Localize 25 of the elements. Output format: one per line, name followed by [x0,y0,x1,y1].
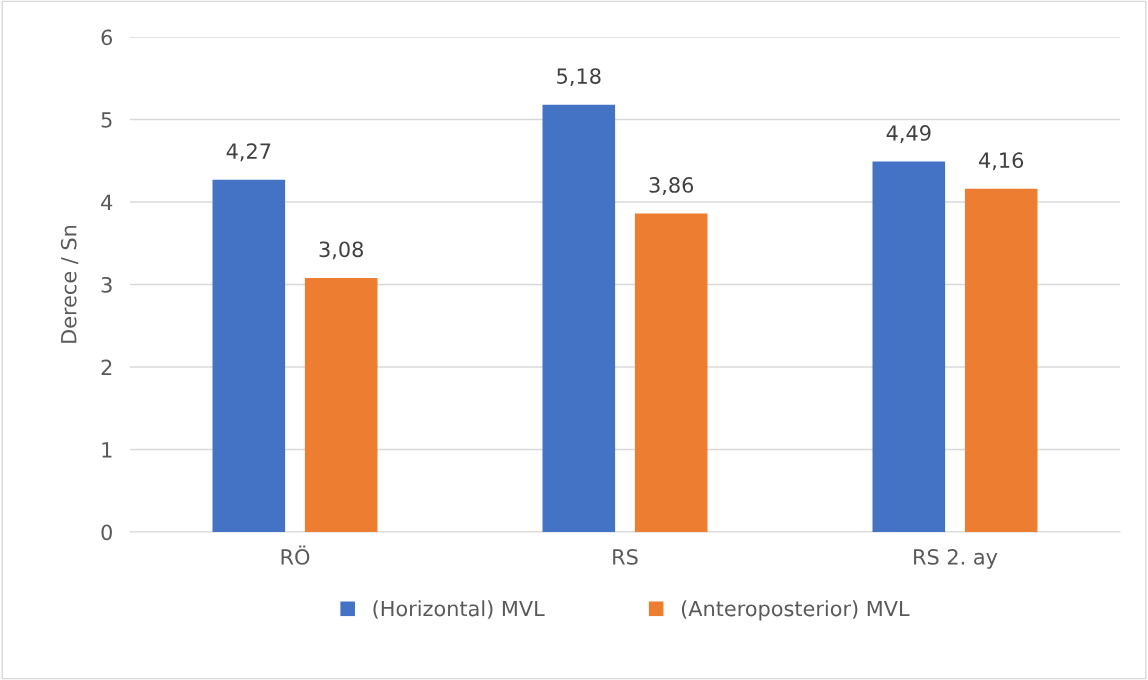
data-label: 4,16 [979,152,1024,171]
bar [964,188,1038,532]
data-label: 4,27 [226,143,271,162]
data-label: 3,08 [319,241,363,260]
bar [542,104,616,532]
legend-label: (Horizontal) MVL [373,600,545,619]
x-tick-label: RS 2. ay [914,549,998,569]
y-tick-label: 5 [101,112,112,128]
bar [212,179,286,532]
legend-label: (Anteroposterior) MVL [681,600,910,621]
x-tick-label: RS [613,549,638,565]
y-tick-label: 3 [101,276,112,293]
y-tick-label: 2 [101,359,112,375]
bar [872,161,946,532]
bar [304,277,378,532]
data-label: 4,49 [886,125,931,143]
y-axis-title: Derece / Sn [60,225,79,343]
y-tick-label: 4 [101,194,113,210]
y-tick-label: 1 [102,442,112,458]
data-label: 5,18 [557,68,601,87]
bar [634,213,708,532]
y-tick-label: 6 [101,29,113,46]
x-tick-label: RÖ [281,545,310,565]
data-label: 3,86 [649,177,694,195]
y-tick-label: 0 [101,524,112,541]
